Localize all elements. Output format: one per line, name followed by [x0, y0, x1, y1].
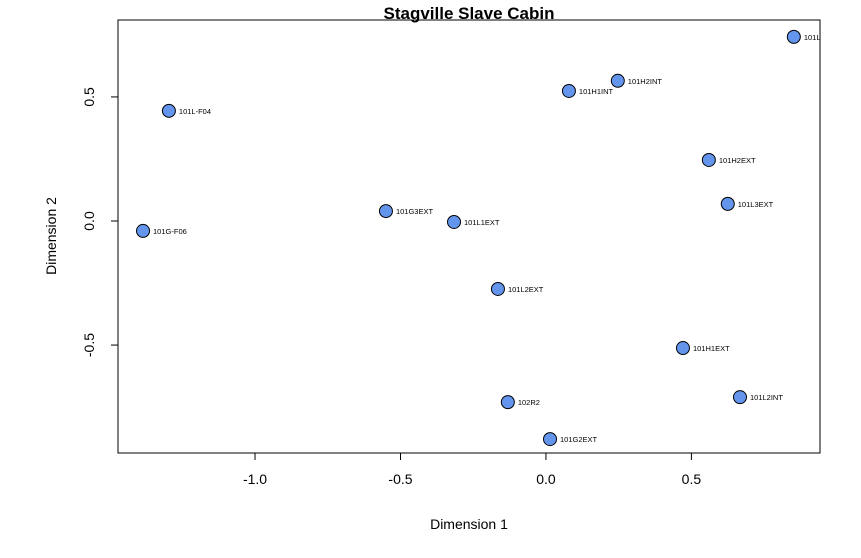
data-point	[675, 341, 690, 356]
x-tick-label: 0.0	[536, 471, 556, 487]
point-label: 101H1EXT	[693, 344, 730, 353]
data-point	[610, 73, 625, 88]
plot-frame	[117, 19, 821, 454]
point-label: 101L1EXT	[464, 218, 500, 227]
data-point	[500, 395, 515, 410]
point-label: 101H2EXT	[719, 156, 756, 165]
x-tick-label: -0.5	[388, 471, 412, 487]
x-tick-label: -1.0	[243, 471, 267, 487]
data-point	[701, 152, 716, 167]
y-tick-label: -0.5	[81, 333, 97, 357]
point-label: 101L2EXT	[508, 285, 544, 294]
data-point	[490, 281, 505, 296]
data-point	[720, 196, 735, 211]
data-point	[543, 432, 558, 447]
point-label: 101L	[804, 33, 821, 42]
point-label: 101H1INT	[579, 87, 614, 96]
chart-title: Stagville Slave Cabin	[383, 4, 554, 23]
data-point	[786, 29, 801, 44]
point-label: 101G-F06	[153, 227, 187, 236]
data-point	[732, 390, 747, 405]
y-axis-label: Dimension 2	[43, 197, 59, 275]
x-axis-label: Dimension 1	[430, 516, 508, 532]
y-tick-label: 0.0	[81, 211, 97, 231]
y-tick-label: 0.5	[81, 87, 97, 107]
data-point	[447, 214, 462, 229]
data-point	[378, 204, 393, 219]
point-label: 101L2INT	[750, 393, 783, 402]
data-point	[136, 223, 151, 238]
point-label: 101G3EXT	[396, 207, 434, 216]
point-label: 101L-F04	[179, 107, 211, 116]
point-label: 101G2EXT	[560, 435, 598, 444]
point-label: 101H2INT	[628, 77, 663, 86]
point-label: 102R2	[518, 398, 540, 407]
data-point	[561, 83, 576, 98]
data-point	[161, 103, 176, 118]
point-label: 101L3EXT	[738, 200, 774, 209]
x-tick-label: 0.5	[682, 471, 702, 487]
